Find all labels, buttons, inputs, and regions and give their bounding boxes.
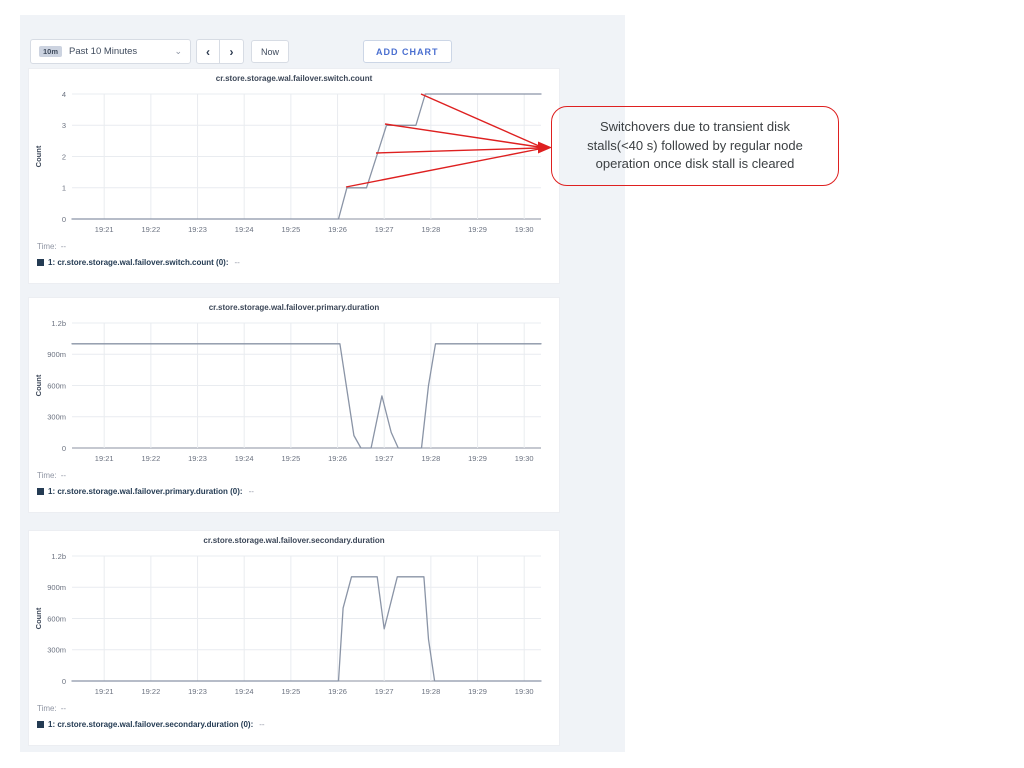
- svg-text:19:25: 19:25: [281, 225, 300, 234]
- legend-time-row: Time: --: [29, 238, 559, 254]
- svg-text:Count: Count: [34, 145, 43, 167]
- svg-text:19:27: 19:27: [375, 225, 394, 234]
- time-range-label: Past 10 Minutes: [69, 46, 138, 57]
- svg-text:1: 1: [62, 184, 66, 193]
- svg-text:Count: Count: [34, 607, 43, 629]
- annotation-line: Switchovers due to transient disk: [599, 119, 791, 135]
- svg-text:19:30: 19:30: [515, 454, 534, 463]
- svg-text:19:22: 19:22: [141, 454, 160, 463]
- svg-text:1.2b: 1.2b: [51, 552, 66, 561]
- time-range-select[interactable]: 10m Past 10 Minutes ⌄: [30, 39, 191, 64]
- svg-text:Count: Count: [34, 374, 43, 396]
- svg-text:19:22: 19:22: [141, 225, 160, 234]
- legend-time-row: Time: --: [29, 467, 559, 483]
- chart-title: cr.store.storage.wal.failover.switch.cou…: [215, 74, 373, 83]
- series-value: --: [259, 720, 265, 729]
- svg-text:19:23: 19:23: [188, 687, 207, 696]
- legend-series-row[interactable]: 1: cr.store.storage.wal.failover.seconda…: [29, 716, 559, 729]
- chart-card-secondary-duration: cr.store.storage.wal.failover.secondary.…: [28, 530, 560, 746]
- svg-text:19:21: 19:21: [95, 454, 114, 463]
- svg-text:19:29: 19:29: [468, 687, 487, 696]
- svg-text:3: 3: [62, 121, 66, 130]
- time-label: Time:: [37, 471, 57, 480]
- svg-text:19:23: 19:23: [188, 454, 207, 463]
- svg-text:19:28: 19:28: [421, 454, 440, 463]
- time-value: --: [60, 704, 67, 713]
- svg-text:4: 4: [62, 90, 66, 99]
- svg-text:0: 0: [62, 215, 66, 224]
- svg-text:0: 0: [62, 444, 66, 453]
- svg-text:19:25: 19:25: [281, 687, 300, 696]
- series-value: --: [234, 258, 240, 267]
- legend-series-row[interactable]: 1: cr.store.storage.wal.failover.primary…: [29, 483, 559, 496]
- series-color-swatch: [37, 259, 44, 266]
- svg-text:19:29: 19:29: [468, 454, 487, 463]
- series-label: 1: cr.store.storage.wal.failover.seconda…: [48, 720, 254, 729]
- svg-text:0: 0: [62, 677, 66, 686]
- toolbar: 10m Past 10 Minutes ⌄ ‹ › Now ADD CHART: [20, 15, 625, 65]
- time-range-badge: 10m: [39, 45, 63, 58]
- svg-text:19:26: 19:26: [328, 225, 347, 234]
- svg-text:19:21: 19:21: [95, 225, 114, 234]
- svg-text:19:27: 19:27: [375, 687, 394, 696]
- svg-text:600m: 600m: [47, 381, 66, 390]
- series-label: 1: cr.store.storage.wal.failover.primary…: [48, 487, 243, 496]
- next-range-button[interactable]: ›: [220, 40, 243, 63]
- annotation-callout: Switchovers due to transient disk stalls…: [551, 106, 839, 186]
- svg-text:19:28: 19:28: [421, 687, 440, 696]
- svg-text:19:23: 19:23: [188, 225, 207, 234]
- chart-title: cr.store.storage.wal.failover.secondary.…: [203, 536, 385, 545]
- svg-text:19:30: 19:30: [515, 225, 534, 234]
- series-label: 1: cr.store.storage.wal.failover.switch.…: [48, 258, 229, 267]
- chevron-down-icon: ⌄: [174, 46, 182, 56]
- svg-text:19:24: 19:24: [235, 225, 254, 234]
- line-chart[interactable]: 1.2b 900m 600m 300m 0 19:21 19:22 19:23 19:24 19:…: [29, 315, 561, 467]
- svg-text:900m: 900m: [47, 350, 66, 359]
- time-value: --: [60, 242, 67, 251]
- svg-text:1.2b: 1.2b: [51, 319, 66, 328]
- now-button[interactable]: Now: [251, 40, 290, 63]
- svg-text:900m: 900m: [47, 583, 66, 592]
- svg-text:19:26: 19:26: [328, 687, 347, 696]
- svg-text:19:24: 19:24: [235, 454, 254, 463]
- prev-range-button[interactable]: ‹: [197, 40, 220, 63]
- svg-text:19:27: 19:27: [375, 454, 394, 463]
- svg-text:19:29: 19:29: [468, 225, 487, 234]
- time-value: --: [60, 471, 67, 480]
- line-chart[interactable]: 4 3 2 1 0 19:21 19:22 19:23 19:24 19:25 19:26 19:27…: [29, 86, 561, 238]
- legend-series-row[interactable]: 1: cr.store.storage.wal.failover.switch.…: [29, 254, 559, 267]
- svg-text:19:22: 19:22: [141, 687, 160, 696]
- series-color-swatch: [37, 488, 44, 495]
- series-value: --: [248, 487, 254, 496]
- svg-text:19:30: 19:30: [515, 687, 534, 696]
- series-color-swatch: [37, 721, 44, 728]
- svg-text:600m: 600m: [47, 614, 66, 623]
- legend-time-row: Time: --: [29, 700, 559, 716]
- svg-text:2: 2: [62, 152, 66, 161]
- chart-card-primary-duration: cr.store.storage.wal.failover.primary.du…: [28, 297, 560, 513]
- metrics-panel: 10m Past 10 Minutes ⌄ ‹ › Now ADD CHART …: [20, 15, 625, 752]
- annotation-line: stalls(<40 s) followed by regular node: [587, 137, 803, 153]
- svg-text:300m: 300m: [47, 413, 66, 422]
- svg-text:300m: 300m: [47, 646, 66, 655]
- svg-text:19:25: 19:25: [281, 454, 300, 463]
- svg-text:19:24: 19:24: [235, 687, 254, 696]
- chart-card-switch-count: cr.store.storage.wal.failover.switch.cou…: [28, 68, 560, 284]
- time-label: Time:: [37, 242, 57, 251]
- annotation-line: operation once disk stall is cleared: [595, 156, 795, 172]
- chart-title: cr.store.storage.wal.failover.primary.du…: [208, 303, 380, 312]
- time-nav-group: ‹ ›: [196, 39, 244, 64]
- add-chart-button[interactable]: ADD CHART: [363, 40, 452, 63]
- time-label: Time:: [37, 704, 57, 713]
- svg-text:19:28: 19:28: [421, 225, 440, 234]
- svg-text:19:26: 19:26: [328, 454, 347, 463]
- line-chart[interactable]: 1.2b 900m 600m 300m 0 19:21 19:22 19:23 19:24 19:…: [29, 548, 561, 700]
- svg-text:19:21: 19:21: [95, 687, 114, 696]
